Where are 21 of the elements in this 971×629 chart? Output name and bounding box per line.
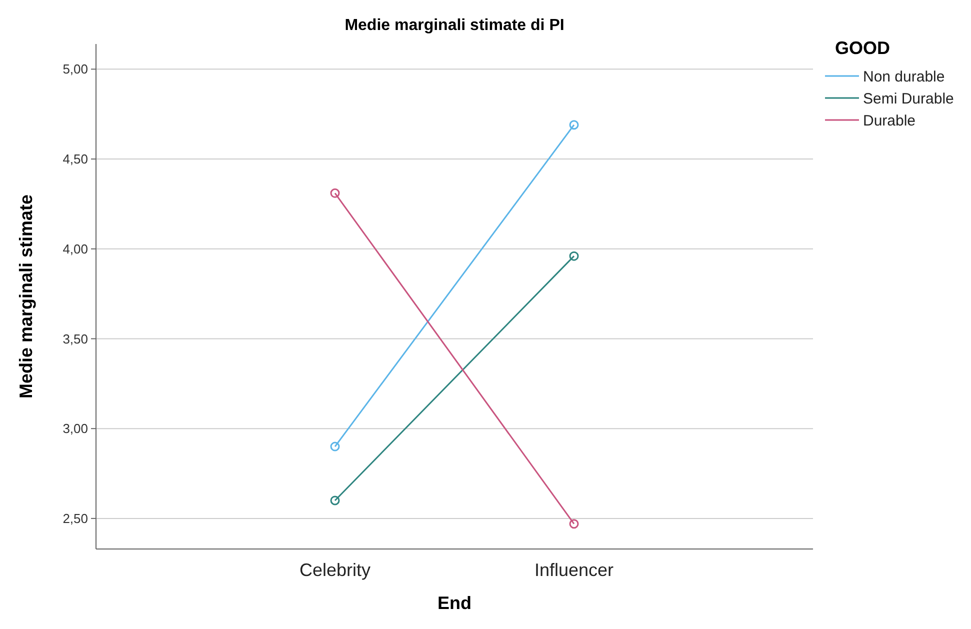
chart-title: Medie marginali stimate di PI — [344, 17, 564, 34]
point — [569, 519, 579, 529]
point — [330, 496, 340, 506]
y-tick-label: 3,00 — [62, 421, 88, 436]
legend-label: Non durable — [863, 68, 945, 86]
legend-title: GOOD — [835, 38, 890, 58]
x-axis-title: End — [438, 593, 472, 613]
point — [569, 120, 579, 130]
x-tick-label: Influencer — [534, 560, 614, 580]
y-tick-label: 5,00 — [62, 62, 88, 77]
point — [330, 188, 340, 198]
point — [569, 251, 579, 261]
y-axis-title: Medie marginali stimate — [16, 194, 36, 399]
legend-label: Semi Durable — [863, 90, 954, 108]
y-tick-label: 4,00 — [62, 241, 88, 256]
y-tick-label: 4,50 — [62, 152, 88, 167]
x-tick-label: Celebrity — [299, 560, 371, 580]
legend-label: Durable — [863, 112, 916, 130]
y-tick-label: 3,50 — [62, 331, 88, 346]
point — [330, 442, 340, 452]
y-tick-label: 2,50 — [62, 511, 88, 526]
